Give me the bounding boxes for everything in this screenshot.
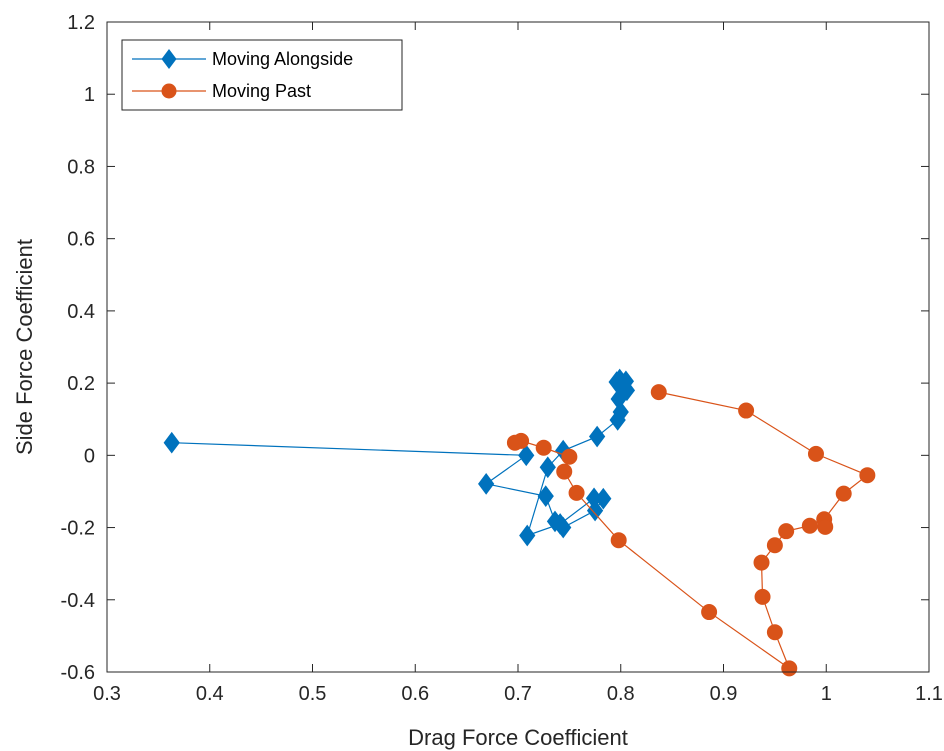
data-point <box>766 624 783 641</box>
data-point <box>650 384 667 401</box>
series-1 <box>506 384 876 677</box>
data-point <box>585 487 603 510</box>
data-point <box>859 467 876 484</box>
legend-entry-0: Moving Alongside <box>132 49 353 69</box>
data-point <box>701 604 718 621</box>
data-point <box>753 554 770 571</box>
legend-marker <box>161 49 177 69</box>
data-point <box>519 524 536 547</box>
data-point <box>738 402 755 419</box>
data-point <box>781 660 798 677</box>
y-tick-label: 1.2 <box>67 12 95 34</box>
x-tick-label: 1.1 <box>915 683 943 705</box>
data-point <box>778 523 795 540</box>
y-tick-label: 0.8 <box>67 156 95 178</box>
series-0 <box>163 368 636 547</box>
y-tick-label: -0.4 <box>61 590 95 612</box>
x-axis-label: Drag Force Coefficient <box>408 725 628 750</box>
axes-layer: 0.3 0.4 0.5 0.6 0.7 0.8 0.9 1 1.1 -0.6 -0.4 -0.2 0 0.… <box>61 12 943 705</box>
data-point <box>537 485 554 507</box>
x-tick-label: 0.3 <box>93 683 121 705</box>
x-tick-label: 0.5 <box>299 683 327 705</box>
data-point <box>766 537 783 554</box>
data-point <box>163 431 180 454</box>
legend-label: Moving Alongside <box>212 49 353 69</box>
data-point <box>478 473 495 495</box>
data-point <box>807 445 824 462</box>
legend: Moving Alongside Moving Past <box>121 39 403 111</box>
y-tick-label: 0.4 <box>67 301 95 323</box>
series-layer <box>163 368 876 677</box>
data-point <box>552 513 569 535</box>
y-tick-label: 0 <box>84 445 95 467</box>
x-tick-label: 0.9 <box>710 683 738 705</box>
x-tick-label: 0.6 <box>401 683 429 705</box>
data-point <box>506 434 523 451</box>
data-point <box>539 456 556 479</box>
y-axis-label: Side Force Coefficient <box>12 239 37 455</box>
x-tick-label: 0.4 <box>196 683 224 705</box>
y-tick-label: 0.6 <box>67 229 95 251</box>
legend-marker <box>161 83 177 99</box>
data-point <box>801 517 818 534</box>
data-point <box>608 371 625 393</box>
data-point <box>535 439 552 456</box>
data-point <box>568 484 585 501</box>
x-tick-label: 0.8 <box>607 683 635 705</box>
data-point <box>754 588 771 605</box>
y-tick-label: -0.6 <box>61 662 95 684</box>
legend-entry-1: Moving Past <box>132 81 311 101</box>
legend-label: Moving Past <box>212 81 311 101</box>
plot-area <box>107 22 929 672</box>
plot-background <box>107 22 929 672</box>
data-point <box>588 425 606 448</box>
data-point <box>817 518 834 535</box>
x-tick-label: 1 <box>821 683 832 705</box>
data-point <box>561 448 578 465</box>
data-point <box>610 532 627 549</box>
y-tick-label: 0.2 <box>67 373 95 395</box>
y-tick-label: -0.2 <box>61 518 95 540</box>
data-point <box>835 485 852 502</box>
data-point <box>518 444 535 467</box>
x-tick-label: 0.7 <box>504 683 532 705</box>
data-point <box>556 463 573 480</box>
y-tick-label: 1 <box>84 84 95 106</box>
